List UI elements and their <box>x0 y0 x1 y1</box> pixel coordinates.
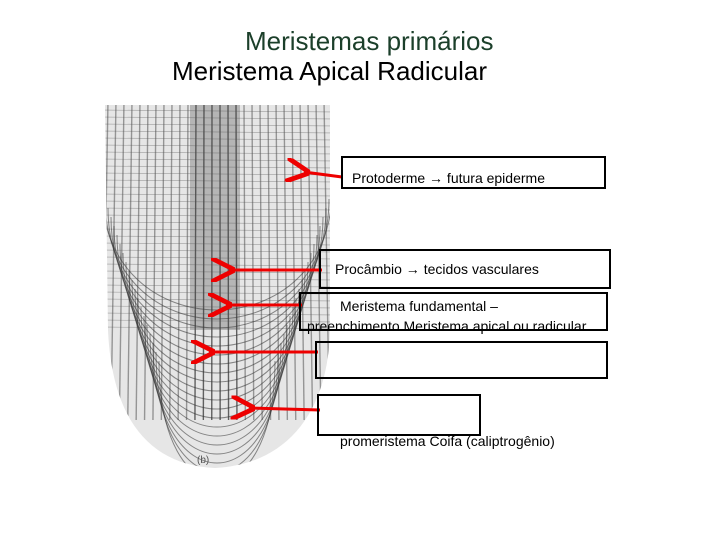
box <box>317 394 481 436</box>
texture <box>105 109 330 113</box>
texture <box>105 200 330 204</box>
box <box>341 156 606 189</box>
texture <box>105 221 330 225</box>
texture <box>291 105 297 421</box>
texture <box>202 105 205 421</box>
texture <box>158 360 276 468</box>
texture <box>105 193 330 197</box>
texture <box>113 225 321 347</box>
box <box>319 249 611 289</box>
texture <box>105 235 330 239</box>
pointer-arrows <box>209 172 343 410</box>
texture <box>152 342 282 464</box>
texture <box>105 116 330 120</box>
figure-label: (b) <box>197 455 210 466</box>
arrow <box>249 408 321 410</box>
texture <box>299 105 305 421</box>
texture <box>135 105 141 421</box>
texture <box>105 249 330 253</box>
texture <box>127 105 133 421</box>
texture <box>105 123 330 127</box>
texture <box>315 105 322 421</box>
label-boxes <box>299 156 611 436</box>
root-tip-image <box>105 105 330 468</box>
texture <box>105 130 330 134</box>
texture <box>105 186 330 190</box>
texture <box>177 105 181 421</box>
texture <box>190 105 240 330</box>
texture <box>105 214 330 218</box>
texture <box>185 105 189 421</box>
texture <box>194 105 197 421</box>
title: Meristema Apical Radicular <box>172 56 488 86</box>
arrow <box>304 172 343 177</box>
label: Protoderme → futura epiderme <box>352 170 545 186</box>
texture <box>105 242 330 246</box>
label: Procâmbio → tecidos vasculares <box>335 261 539 277</box>
texture <box>307 105 314 421</box>
texture <box>105 151 330 155</box>
subtitle: Meristemas primários <box>245 26 494 56</box>
texture <box>118 105 125 421</box>
box <box>315 341 608 379</box>
label: promeristema Coifa (caliptrogênio) <box>340 433 555 449</box>
texture <box>105 137 330 141</box>
texture <box>105 207 330 211</box>
box <box>299 292 608 331</box>
label: Meristema fundamental – preenchimento Me… <box>307 298 587 334</box>
texture <box>143 105 149 421</box>
texture <box>105 228 330 232</box>
texture <box>105 144 330 148</box>
